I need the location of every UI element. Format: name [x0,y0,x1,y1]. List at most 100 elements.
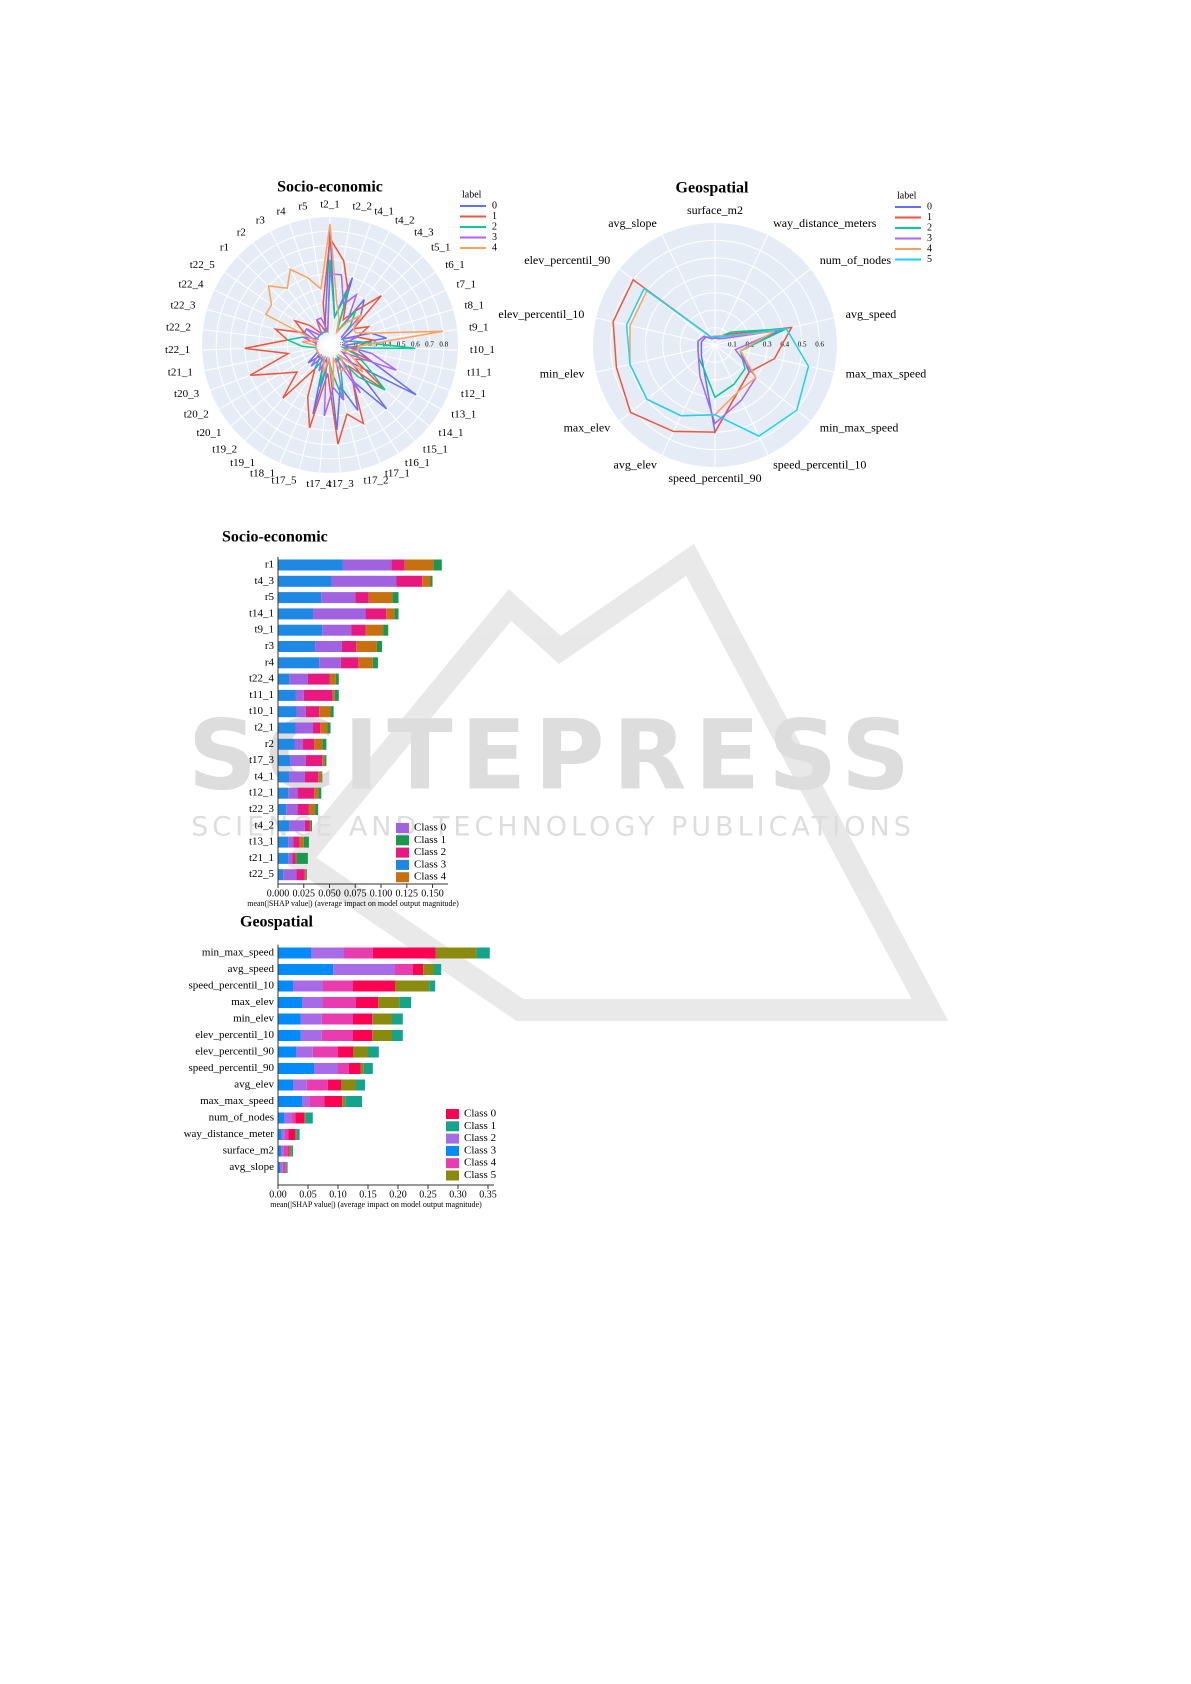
bar-segment [278,1046,296,1058]
spoke [202,329,331,346]
bar-segment [435,947,477,959]
spoke [308,218,331,346]
bar-segment [295,1129,297,1140]
spoke [230,344,331,427]
y-tick-label: elev_percentil_90 [195,1046,274,1058]
spoke [329,344,381,463]
bar-segment [356,1079,365,1091]
bar-segment [278,641,316,652]
x-tick-label: 0.100 [370,888,393,899]
axis-label: t5_1 [431,242,451,254]
bar-segment [278,738,295,750]
legend-label: Class 2 [464,1132,496,1144]
x-tick-label: 0.075 [344,888,367,899]
bar-segment [278,980,293,992]
bar-segment [391,559,405,571]
bar-segment [318,771,322,783]
axis-label: t20_3 [174,388,200,400]
bar-segment [288,787,298,799]
bar-segment [330,706,334,718]
bar-segment [340,657,359,669]
y-tick-label: max_elev [231,996,274,1008]
axis-label: r2 [237,227,246,239]
bar-segment [288,1129,296,1140]
bar-segment [289,1145,292,1157]
x-tick-label: 0.15 [359,1189,377,1200]
bar-segment [342,559,392,571]
bar-segment [304,771,319,783]
axis-label: t17_3 [329,478,355,490]
legend-label: 1 [492,211,497,222]
bar-segment [358,657,373,669]
bar-segment [278,869,284,881]
chart-title: Socio-economic [222,529,328,546]
x-tick-label: 0.10 [329,1189,347,1200]
spoke [218,344,331,410]
bar-segment [278,559,343,571]
x-axis-label: mean(|SHAP value|) (average impact on mo… [270,1200,482,1209]
series-line [697,329,780,425]
y-tick-label: avg_speed [228,963,275,975]
axis-label: t20_2 [184,409,209,421]
bar-segment [311,947,344,959]
bar-segment [324,755,327,767]
bar-segment [291,1112,296,1124]
spoke [595,317,716,346]
spoke [329,344,456,372]
bar-segment [296,869,305,881]
bar-segment [383,624,389,636]
bar-segment [291,1145,293,1157]
bar-segment [278,804,287,815]
bar-segment [278,608,314,620]
bar-segment [372,1013,392,1025]
bar-segment [293,980,323,992]
bar-segment [296,1046,313,1058]
y-tick-label: t4_1 [254,770,274,782]
y-tick-label: min_max_speed [202,947,275,959]
y-tick-label: t22_3 [249,803,275,815]
legend-label: Class 1 [414,834,446,846]
r-tick-label: 0.5 [397,341,406,349]
bar-segment [313,608,366,620]
spoke [329,344,362,470]
bar-segment [353,1030,373,1041]
y-tick-label: speed_percentil_10 [188,980,274,992]
bar-segment [293,836,300,848]
legend-label: Class 2 [414,846,446,858]
bar-segment [312,1046,338,1058]
y-tick-label: r5 [265,591,275,603]
bar-segment [278,1079,293,1091]
axis-label: t22_1 [165,344,190,356]
y-tick-label: max_max_speed [200,1095,274,1107]
bar-segment [296,1129,300,1140]
axis-label: t22_5 [190,259,216,271]
legend-label: Class 5 [464,1169,497,1181]
spoke [329,231,390,346]
r-tick-label: 0.6 [411,341,420,349]
axis-label: avg_elev [614,457,657,471]
axis-label: elev_percentil_90 [524,253,610,267]
bar-segment [376,641,383,652]
bar-segment [315,641,342,652]
bar-segment [399,997,412,1008]
series-line [625,287,810,437]
bar-segment [299,836,304,848]
spoke [261,344,331,454]
y-tick-label: num_of_nodes [209,1112,274,1124]
y-tick-label: t11_1 [249,689,274,701]
axis-label: t19_2 [212,443,237,455]
bar-segment [332,689,335,701]
r-tick-label: 0.5 [798,341,807,349]
r-tick-label: 0.3 [763,341,772,349]
bar-segment [278,1145,281,1157]
axis-label: t4_1 [374,206,394,218]
bar-segment [293,1079,307,1091]
bar-segment [395,980,430,992]
bar-segment [278,1112,284,1124]
bar-segment [322,755,325,767]
axis-label: avg_slope [608,216,657,230]
bar-segment [288,836,294,848]
bar-segment [334,689,339,701]
bar-segment [368,592,393,604]
bar-segment [302,738,315,750]
